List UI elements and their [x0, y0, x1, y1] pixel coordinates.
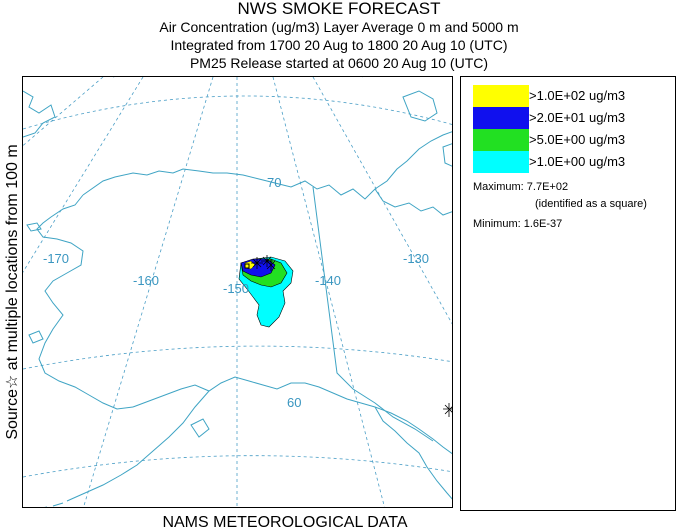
- legend-swatch-green: [473, 129, 529, 151]
- us-canada-border: [312, 186, 434, 442]
- south-coast: [132, 376, 452, 455]
- victoria-island: [442, 143, 452, 167]
- map-panel: -170 -160 -150 -140 -130 70 60: [22, 76, 453, 508]
- subtitle-integration-period: Integrated from 1700 20 Aug to 1800 20 A…: [170, 37, 508, 53]
- nunivak-island: [28, 330, 44, 344]
- subtitle-release-time: PM25 Release started at 0600 20 Aug 10 (…: [189, 55, 489, 71]
- legend-label: >1.0E+02 ug/m3: [529, 88, 626, 103]
- smoke-plume: [238, 255, 452, 417]
- meridian-m170: [23, 77, 144, 273]
- lon-label-m130: -130: [403, 251, 429, 266]
- maximum-square: [244, 263, 250, 269]
- meridian-m160: [83, 77, 214, 507]
- legend-minimum: Minimum: 1.6E-37: [473, 218, 563, 230]
- lat-label-60: 60: [287, 395, 301, 410]
- subtitle-concentration: Air Concentration (ug/m3) Layer Average …: [159, 19, 519, 35]
- canadian-arctic-coast: [374, 188, 452, 216]
- kodiak-island: [190, 418, 210, 438]
- lon-label-m150: -150: [223, 281, 249, 296]
- legend-swatch-blue: [473, 107, 529, 129]
- source-star-3: [266, 259, 276, 271]
- alaska-map: -170 -160 -150 -140 -130 70 60: [23, 77, 452, 507]
- map-title: NWS SMOKE FORECAST: [237, 0, 441, 18]
- met-data-label: NAMS METEOROLOGICAL DATA: [162, 514, 408, 531]
- legend-maximum-note: (identified as a square): [535, 198, 647, 210]
- source-star-1: [251, 257, 263, 269]
- source-stars: [251, 255, 452, 417]
- legend-maximum: Maximum: 7.7E+02: [473, 181, 569, 193]
- lon-label-m170: -170: [43, 251, 69, 266]
- aleutian-chain: [44, 502, 64, 507]
- alaska-peninsula: [66, 390, 210, 502]
- source-star-4: [443, 403, 452, 417]
- coastlines: [23, 90, 452, 507]
- st-lawrence-island: [26, 222, 42, 232]
- lat-label-70: 70: [267, 175, 281, 190]
- latitude-circle-60: [23, 345, 452, 370]
- west-coast: [36, 194, 134, 410]
- banks-island: [402, 90, 438, 122]
- legend-label: >2.0E+01 ug/m3: [529, 110, 626, 125]
- siberia-coast: [23, 90, 56, 138]
- lon-label-m160: -160: [133, 273, 159, 288]
- source-location-label: Source☆ at multiple locations from 100 m: [0, 76, 24, 508]
- source-location-text: Source☆ at multiple locations from 100 m: [4, 144, 21, 440]
- legend-label: >1.0E+00 ug/m3: [529, 154, 626, 169]
- legend-swatch-cyan: [473, 151, 529, 173]
- latitude-circle-70: [23, 95, 452, 130]
- arctic-coast: [82, 131, 452, 200]
- legend-label: >5.0E+00 ug/m3: [529, 132, 626, 147]
- meridian-m130: [312, 77, 452, 325]
- legend-swatch-yellow: [473, 85, 529, 107]
- graticule: [23, 77, 452, 507]
- graticule-labels: -170 -160 -150 -140 -130 70 60: [43, 175, 429, 410]
- latitude-circle-50: [23, 455, 452, 478]
- legend-panel: >1.0E+02 ug/m3 >2.0E+01 ug/m3 >5.0E+00 u…: [460, 76, 676, 511]
- panhandle-coast: [374, 406, 452, 500]
- meridian-m180: [23, 77, 104, 147]
- lon-label-m140: -140: [315, 273, 341, 288]
- meridian-m140: [272, 77, 385, 507]
